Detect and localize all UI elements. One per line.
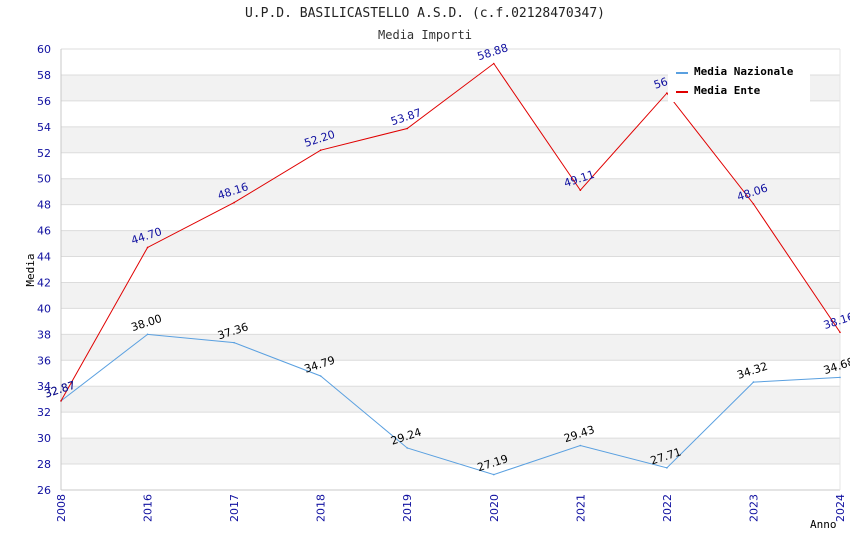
y-tick-labels: 26 28 30 32 34 36 38 40 42 44 46 48 50 52 54 56 58 60 [37,43,51,497]
data-point [752,381,755,383]
data-point [233,201,235,204]
x-tick-label: 2019 [401,494,414,522]
series-line-media-ente [60,62,841,402]
grid-band [61,464,840,490]
x-tick-label: 2022 [661,494,674,522]
data-point [146,333,149,336]
grid-band [61,126,840,153]
grid-band [61,412,840,439]
grid-band [61,282,840,309]
grid-band [61,178,840,205]
data-point [233,341,235,344]
y-tick-label: 60 [37,43,51,56]
series-lines [60,62,841,476]
grid-band [61,334,840,361]
y-tick-label: 56 [37,95,51,108]
data-point [839,331,841,334]
x-tick-label: 2018 [315,494,328,522]
y-tick-label: 42 [37,276,51,289]
x-tick-label: 2021 [574,494,587,522]
y-tick-label: 58 [37,69,51,82]
data-point [666,92,668,94]
axes [60,49,841,491]
y-tick-label: 36 [37,354,51,367]
data-point [579,189,582,192]
data-point [492,62,495,65]
x-tick-label: 2024 [834,494,847,522]
y-tick-label: 46 [37,225,51,238]
y-tick-label: 34 [37,380,51,393]
chart-title: U.P.D. BASILICASTELLO A.S.D. (c.f.021284… [244,6,606,21]
grid-band [61,438,840,465]
data-point [492,473,495,476]
y-tick-label: 52 [37,147,51,160]
y-axis-label: Media [24,253,37,286]
data-point [579,444,582,447]
grid-band [61,230,840,257]
x-tick-label: 2020 [488,494,501,522]
legend-label-media-ente: Media Ente [694,84,761,97]
data-point [752,203,755,205]
y-tick-label: 38 [37,328,51,341]
grid-band [61,360,840,387]
data-point [60,400,62,402]
x-axis-label: Anno [810,518,837,531]
x-tick-label: 2016 [142,494,155,522]
data-point [319,375,322,377]
y-tick-label: 28 [37,458,51,471]
data-point [146,246,149,249]
data-point [666,467,668,469]
data-point [406,447,409,449]
x-tick-labels: 2008 2016 2017 2018 2019 2020 2021 2022 2023 2024 [55,494,847,522]
grid-band [61,204,840,231]
chart-subtitle: Media Importi [378,28,472,42]
y-tick-label: 30 [37,432,51,445]
grid-bands [61,49,840,490]
y-tick-label: 40 [37,302,51,315]
data-point [839,376,841,379]
y-tick-label: 32 [37,406,51,419]
grid-band [61,100,840,127]
data-point [406,127,409,130]
x-tick-label: 2008 [55,494,68,522]
y-tick-label: 54 [37,121,51,134]
grid-band [61,256,840,283]
x-tick-label: 2023 [747,494,760,522]
x-tick-label: 2017 [228,494,241,522]
legend-label-media-nazionale: Media Nazionale [694,65,794,78]
legend-box [668,62,810,102]
y-tick-label: 48 [37,199,51,212]
grid-band [61,152,840,179]
series-line-media-nazionale [60,333,841,476]
data-point [319,149,322,151]
y-tick-label: 26 [37,484,51,497]
grid-band [61,308,840,335]
y-tick-label: 50 [37,173,51,186]
legend: Media Nazionale Media Ente [668,62,810,102]
y-tick-label: 44 [37,251,51,264]
grid-band [61,386,840,413]
